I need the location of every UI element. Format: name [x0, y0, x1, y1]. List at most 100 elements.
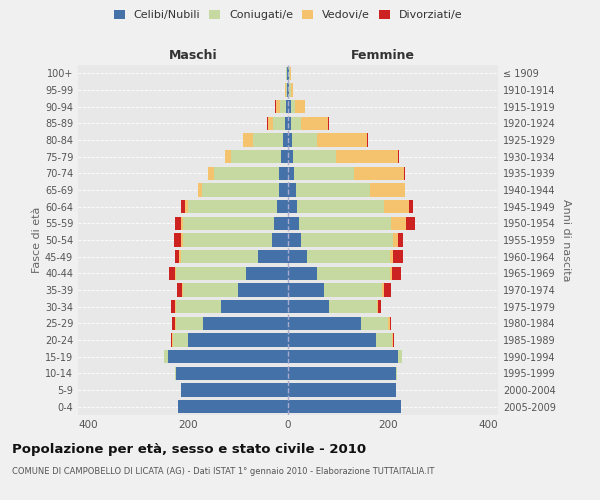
Bar	[253, 134, 283, 146]
Bar	[181, 384, 288, 396]
Bar	[288, 184, 296, 196]
Bar	[285, 116, 288, 130]
Bar	[183, 216, 274, 230]
Bar	[388, 316, 389, 330]
Bar	[275, 100, 280, 114]
Text: Maschi: Maschi	[169, 48, 218, 62]
Bar	[164, 350, 168, 364]
Bar	[299, 216, 391, 230]
Bar	[188, 334, 288, 346]
Bar	[383, 200, 409, 213]
Bar	[293, 150, 335, 164]
Legend: Celibi/Nubili, Coniugati/e, Vedovi/e, Divorziati/e: Celibi/Nubili, Coniugati/e, Vedovi/e, Di…	[109, 6, 467, 25]
Y-axis label: Fasce di età: Fasce di età	[32, 207, 42, 273]
Bar	[301, 234, 392, 246]
Bar	[288, 234, 301, 246]
Bar	[288, 100, 290, 114]
Bar	[398, 350, 402, 364]
Bar	[183, 234, 272, 246]
Bar	[289, 66, 290, 80]
Bar	[170, 334, 172, 346]
Bar	[294, 166, 354, 180]
Text: COMUNE DI CAMPOBELLO DI LICATA (AG) - Dati ISTAT 1° gennaio 2010 - Elaborazione : COMUNE DI CAMPOBELLO DI LICATA (AG) - Da…	[12, 468, 434, 476]
Bar	[324, 284, 382, 296]
Bar	[181, 234, 183, 246]
Bar	[288, 266, 317, 280]
Bar	[288, 400, 401, 413]
Bar	[238, 284, 288, 296]
Bar	[283, 134, 288, 146]
Bar	[389, 266, 392, 280]
Bar	[175, 250, 179, 264]
Bar	[272, 234, 288, 246]
Bar	[317, 134, 367, 146]
Bar	[169, 266, 175, 280]
Bar	[185, 200, 188, 213]
Bar	[392, 250, 403, 264]
Bar	[176, 266, 245, 280]
Bar	[383, 284, 391, 296]
Bar	[203, 316, 288, 330]
Bar	[168, 350, 288, 364]
Bar	[258, 250, 288, 264]
Bar	[307, 250, 389, 264]
Bar	[295, 100, 305, 114]
Bar	[181, 250, 258, 264]
Bar	[272, 116, 285, 130]
Bar	[398, 234, 403, 246]
Bar	[290, 66, 291, 80]
Bar	[370, 184, 404, 196]
Bar	[288, 284, 324, 296]
Bar	[202, 184, 279, 196]
Bar	[378, 300, 380, 314]
Bar	[221, 300, 288, 314]
Bar	[288, 84, 289, 96]
Bar	[288, 150, 293, 164]
Bar	[280, 100, 286, 114]
Bar	[288, 316, 361, 330]
Bar	[182, 284, 183, 296]
Bar	[281, 150, 288, 164]
Bar	[354, 166, 404, 180]
Bar	[361, 316, 388, 330]
Bar	[245, 266, 288, 280]
Bar	[286, 84, 287, 96]
Bar	[175, 216, 181, 230]
Bar	[288, 166, 294, 180]
Bar	[389, 250, 392, 264]
Bar	[286, 100, 288, 114]
Bar	[177, 284, 182, 296]
Bar	[392, 266, 401, 280]
Bar	[296, 184, 370, 196]
Bar	[286, 66, 287, 80]
Bar	[290, 84, 293, 96]
Text: Femmine: Femmine	[350, 48, 415, 62]
Bar	[181, 216, 183, 230]
Bar	[279, 166, 288, 180]
Bar	[178, 400, 288, 413]
Bar	[406, 216, 415, 230]
Bar	[288, 350, 398, 364]
Bar	[183, 284, 238, 296]
Bar	[214, 166, 279, 180]
Bar	[301, 116, 328, 130]
Bar	[188, 200, 277, 213]
Bar	[288, 216, 299, 230]
Bar	[279, 184, 288, 196]
Bar	[174, 234, 181, 246]
Bar	[389, 316, 391, 330]
Bar	[377, 300, 378, 314]
Bar	[176, 300, 221, 314]
Bar	[290, 116, 301, 130]
Bar	[290, 100, 295, 114]
Bar	[176, 316, 203, 330]
Bar	[288, 384, 395, 396]
Bar	[287, 66, 288, 80]
Bar	[335, 150, 398, 164]
Bar	[208, 166, 214, 180]
Y-axis label: Anni di nascita: Anni di nascita	[561, 198, 571, 281]
Bar	[172, 334, 173, 346]
Bar	[289, 84, 290, 96]
Bar	[317, 266, 389, 280]
Bar	[288, 334, 376, 346]
